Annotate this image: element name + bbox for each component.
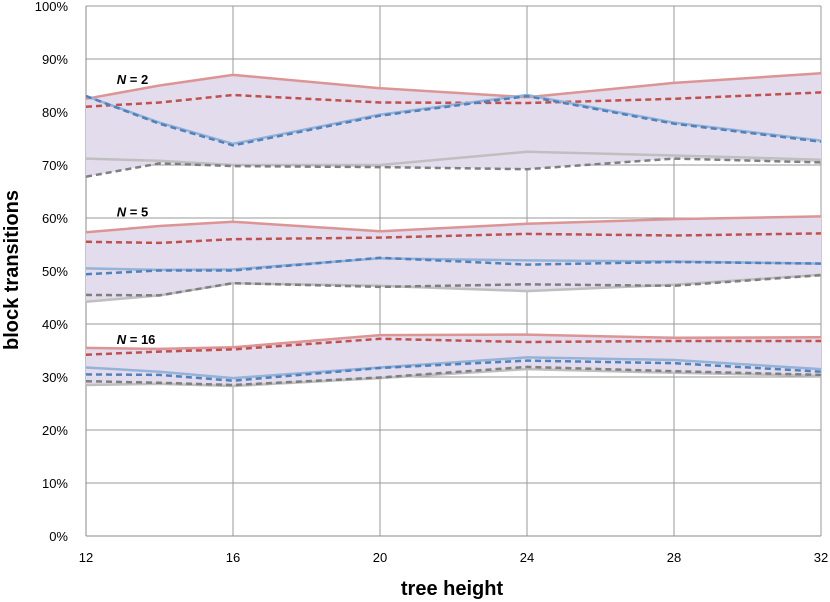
y-tick-label: 0% xyxy=(49,529,68,544)
x-tick-label: 20 xyxy=(373,550,387,565)
y-tick-label: 90% xyxy=(42,52,68,67)
x-axis-title: tree height xyxy=(401,578,504,600)
y-axis-title: block transitions xyxy=(1,190,23,350)
series-line-upper-red-dashed xyxy=(85,232,822,245)
y-tick-label: 10% xyxy=(42,476,68,491)
y-tick-label: 30% xyxy=(42,370,68,385)
series-line-upper-red-solid xyxy=(85,215,822,234)
band-layer xyxy=(86,73,821,386)
series-line-mid-blue-dashed xyxy=(85,256,822,276)
range-band-group-1 xyxy=(86,73,821,177)
series-line-upper-red-dashed xyxy=(85,337,821,356)
series-line-lower-gray-solid xyxy=(85,150,822,167)
series-line-upper-red-solid xyxy=(85,72,822,101)
series-line-mid-blue-dashed xyxy=(85,94,822,147)
series-line-mid-blue-dashed xyxy=(85,359,822,382)
group-label: N = 16 xyxy=(117,332,156,347)
y-tick-label: 70% xyxy=(42,158,68,173)
x-tick-label: 24 xyxy=(520,550,534,565)
x-tick-label: 16 xyxy=(226,550,240,565)
x-tick-label: 28 xyxy=(667,550,681,565)
group-label: N = 2 xyxy=(117,72,148,87)
series-line-lower-gray-dashed xyxy=(85,273,822,297)
series-line-upper-red-dashed xyxy=(85,91,822,108)
group-label: N = 5 xyxy=(117,205,148,220)
y-tick-label: 100% xyxy=(35,0,69,14)
x-tick-label: 32 xyxy=(814,550,828,565)
series-layer xyxy=(85,72,822,388)
series-line-upper-red-solid xyxy=(85,333,822,351)
y-tick-label: 20% xyxy=(42,423,68,438)
y-tick-label: 40% xyxy=(42,317,68,332)
series-line-lower-gray-dashed xyxy=(85,157,822,178)
tick-layer: 0% 10% 20% 30% 40% 50% 60% 70% 80% 90% 100% 12 16 20 2… xyxy=(35,0,828,565)
y-tick-label: 80% xyxy=(42,105,68,120)
x-tick-label: 12 xyxy=(79,550,93,565)
y-tick-label: 60% xyxy=(42,211,68,226)
label-layer: N = 2 N = 5 N = 16 xyxy=(117,72,156,347)
series-line-lower-gray-dashed xyxy=(85,365,822,387)
y-tick-label: 50% xyxy=(42,264,68,279)
